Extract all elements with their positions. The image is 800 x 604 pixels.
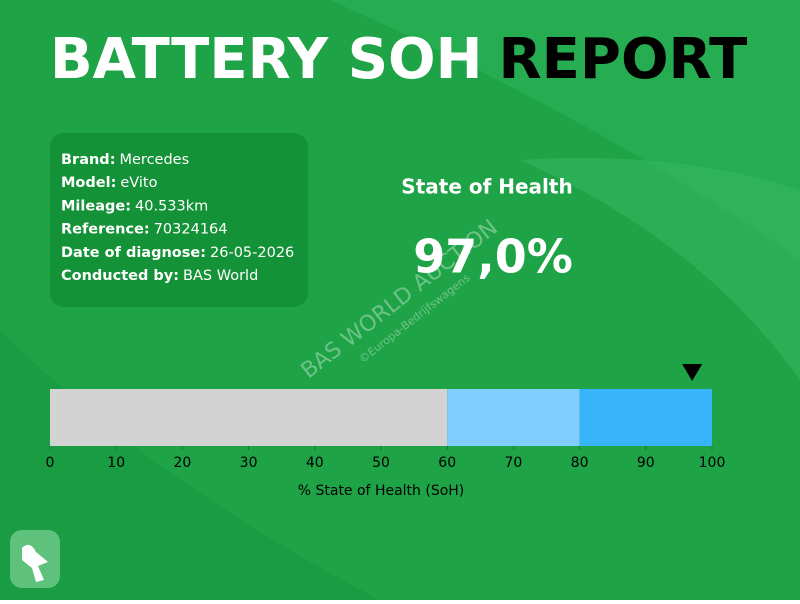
info-value: 26-05-2026 [210,245,294,261]
info-line: Reference: 70324164 [61,222,228,238]
title-dark: REPORT [499,27,748,92]
info-line: Mileage: 40.533km [61,198,208,214]
gauge-segment [579,389,712,446]
x-tick-label: 40 [306,455,324,471]
x-tick-label: 80 [571,455,589,471]
info-label: Date of diagnose: [61,245,206,261]
background-shape [0,330,380,600]
background-shape [330,0,800,260]
gauge-segment [447,389,580,446]
title-light: BATTERY SOH [50,27,483,92]
x-tick-label: 10 [107,455,125,471]
x-tick-label: 90 [637,455,655,471]
info-value: eVito [120,175,157,191]
x-tick-label: 50 [372,455,390,471]
background-shape [520,158,800,380]
logo [10,530,60,588]
info-value: 70324164 [154,222,228,238]
gauge: 0 10 20 30 40 50 60 70 80 90 100 [46,364,726,471]
x-tick-label: 30 [240,455,258,471]
info-line: Model: eVito [61,175,158,191]
gauge-segment [50,389,448,446]
x-tick-label: 0 [46,455,55,471]
info-value: Mercedes [120,152,190,168]
info-label: Conducted by: [61,268,179,284]
info-label: Reference: [61,222,150,238]
x-axis-label: % State of Health (SoH) [298,483,465,499]
info-label: Mileage: [61,198,131,214]
info-line: Brand: Mercedes [61,152,189,168]
info-line: Conducted by: BAS World [61,268,258,284]
logo-figure [22,544,48,582]
soh-marker [682,364,703,381]
info-value: 40.533km [135,198,208,214]
soh-value: 97,0% [413,230,573,284]
x-tick-label: 70 [504,455,522,471]
title: BATTERY SOH REPORT [50,27,747,92]
info-value: BAS World [183,268,258,284]
info-line: Date of diagnose: 26-05-2026 [61,245,294,261]
info-label: Brand: [61,152,116,168]
info-label: Model: [61,175,116,191]
x-tick-label: 20 [173,455,191,471]
info-box [50,133,308,307]
x-tick-label: 60 [438,455,456,471]
gauge-title: State of Health [401,175,572,199]
x-tick-label: 100 [699,455,726,471]
